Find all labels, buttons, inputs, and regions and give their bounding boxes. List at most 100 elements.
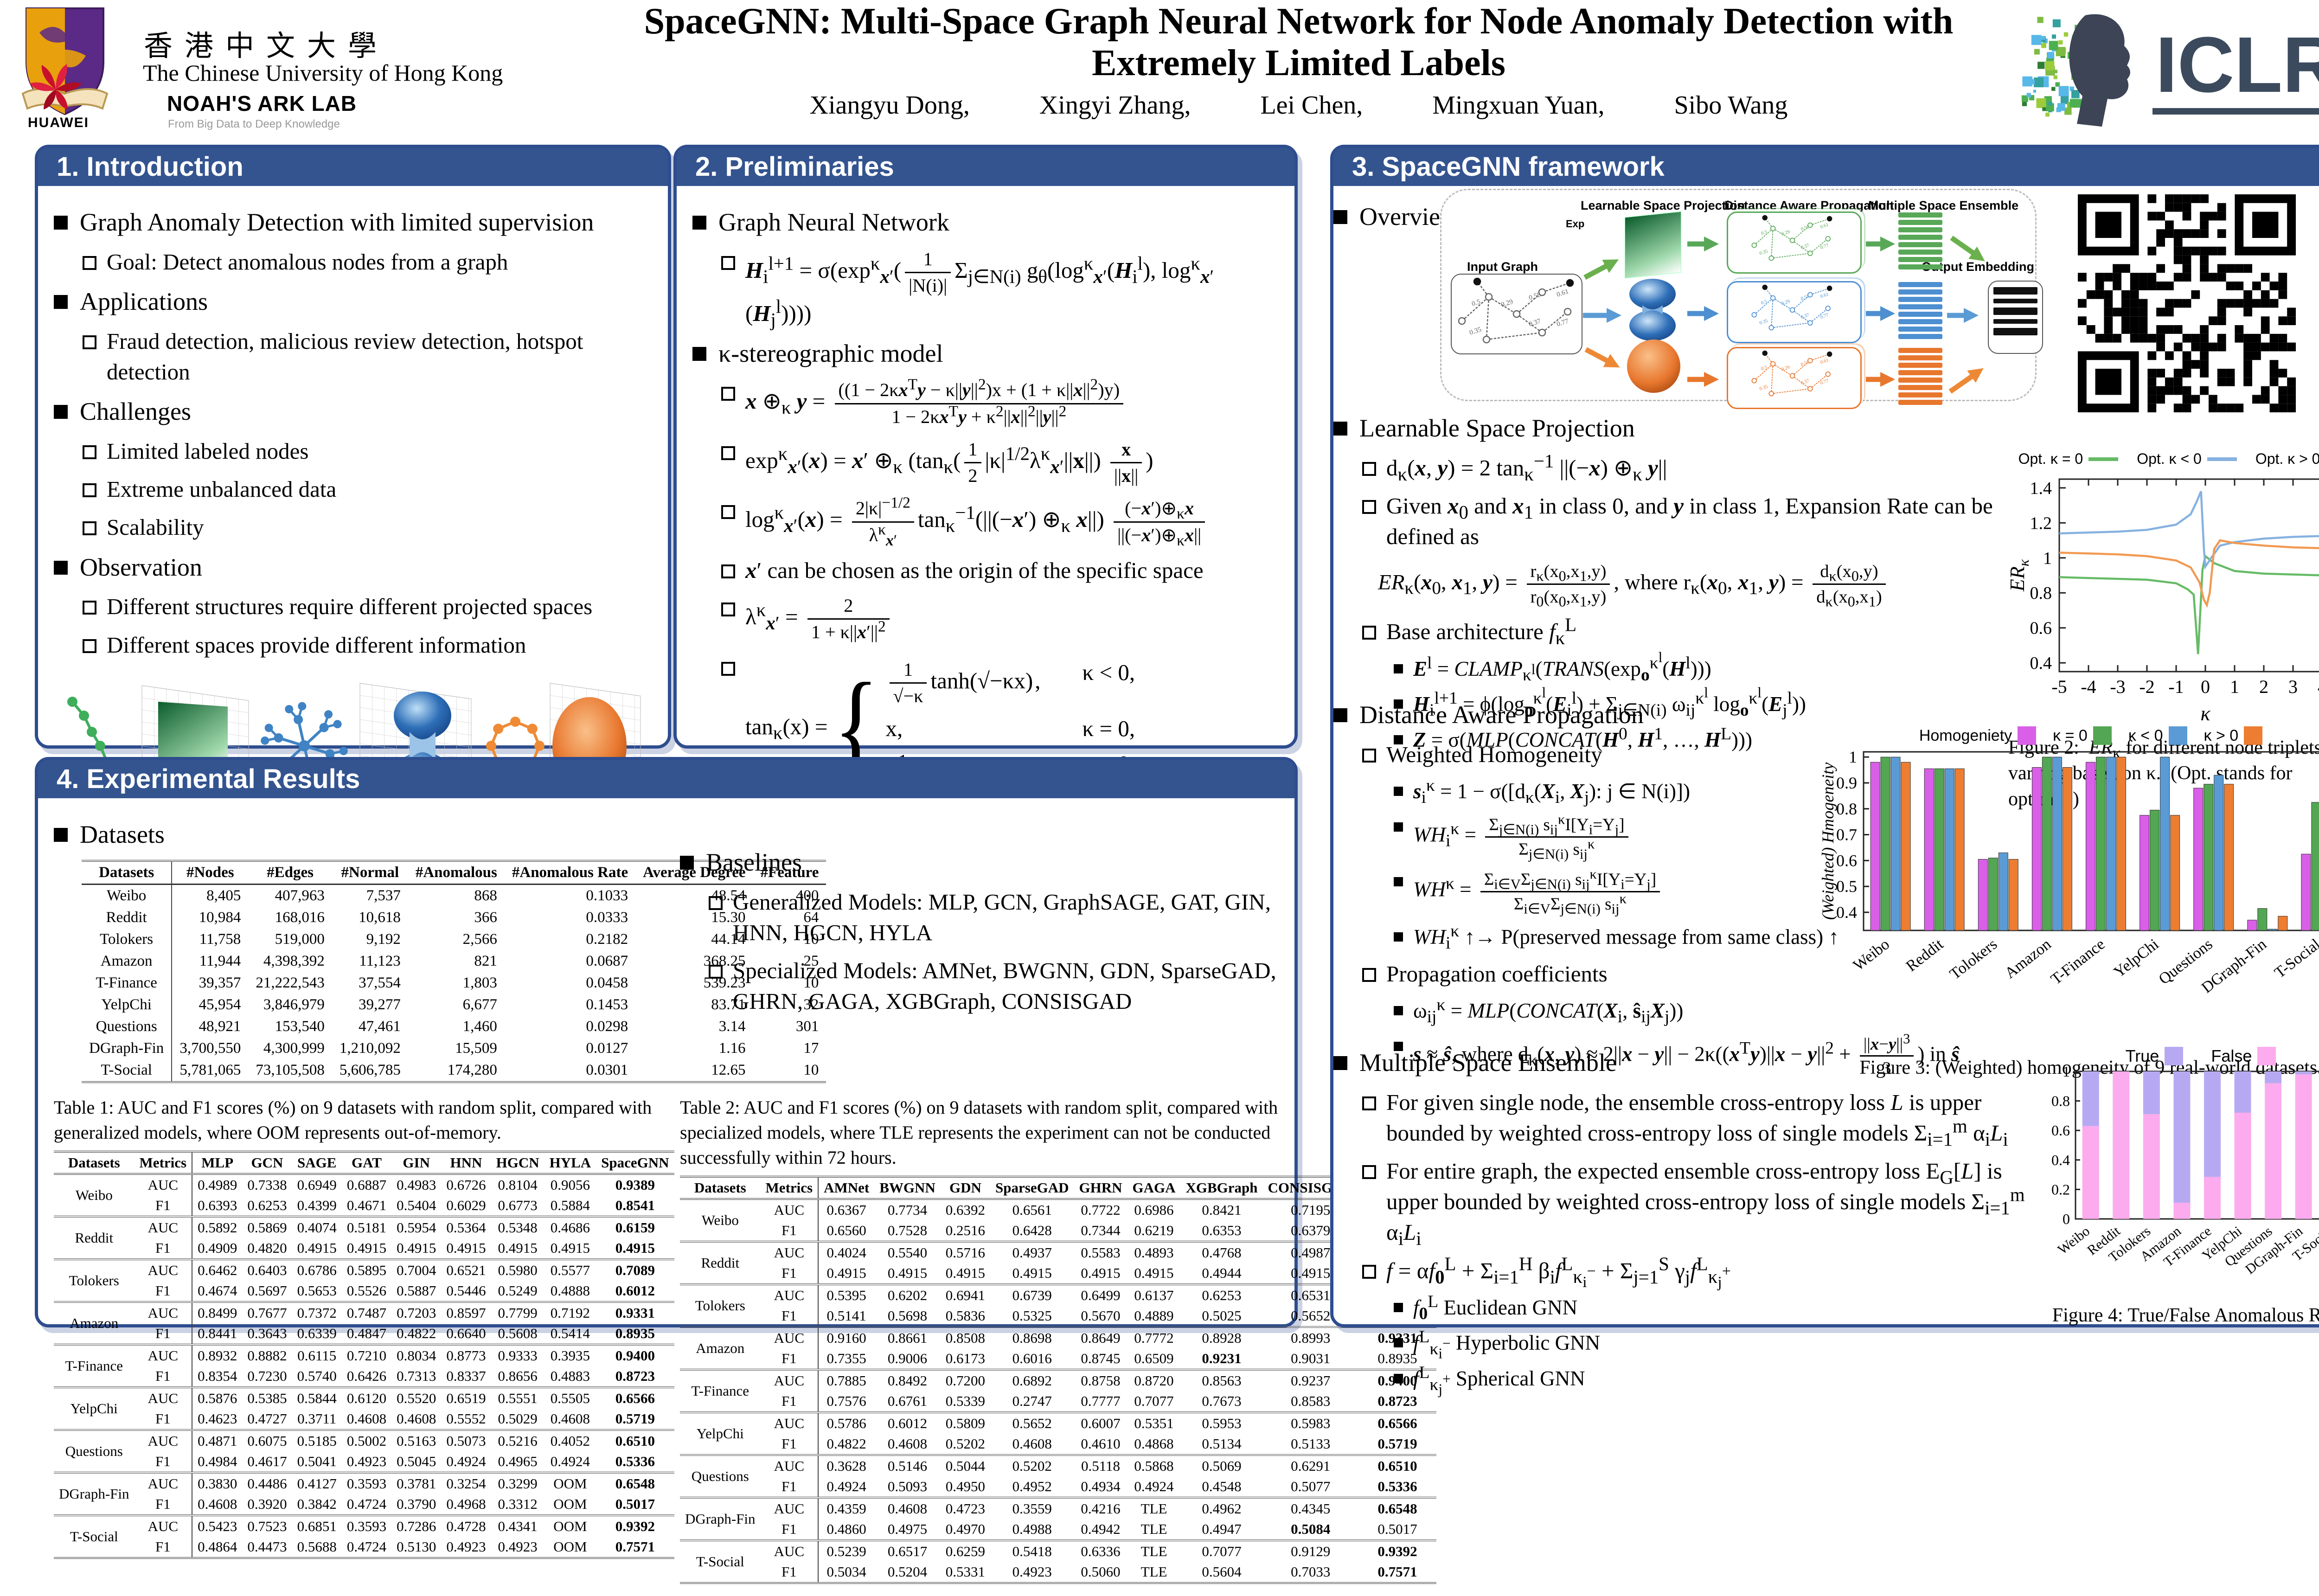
legend-entry: Opt. κ > 0 [2255, 450, 2319, 468]
table-cell: Questions [82, 1015, 173, 1038]
value-cell: 0.8337 [446, 1367, 486, 1384]
title-block: SpaceGNN: Multi-Space Graph Neural Netwo… [584, 1, 2013, 120]
metric-cell: AUC [134, 1471, 193, 1494]
bullet-text: Weighted Homogeneity [1386, 741, 1602, 767]
table-row: DGraph-Fin AUC 0.4359 0.4608 0.4723 0.3559 0.4… [680, 1496, 1437, 1540]
svg-text:0.6: 0.6 [1836, 851, 1857, 870]
table-cell: 2,566 [462, 930, 497, 948]
value-cell: 0.4686 [544, 1215, 596, 1238]
value-cell: 0.6509 [1134, 1350, 1174, 1366]
dataset-name-cell: DGraph-Fin [680, 1496, 761, 1540]
bullet-text: Hil+1 = σ(expκx′(1 |N(i)| Σj∈N(i) gθ(logκx… [745, 248, 1214, 331]
value-cell: 0.9231 [1202, 1350, 1242, 1366]
value-cell: 0.5249 [498, 1282, 538, 1299]
value-cell: 0.3643 [247, 1325, 287, 1341]
datasets-table-head: Datasets #Nodes #Edges #Normal #Anomalous #An… [82, 860, 826, 885]
table-row: YelpChi AUC 0.5786 0.6012 0.5809 0.5652 0.6007… [680, 1411, 1437, 1455]
metric-cell: F1 [760, 1476, 819, 1498]
value-cell: 0.5418 [990, 1539, 1074, 1562]
table-row: T-Social 5,781,065 73,105,508 5,606,785 174,… [82, 1059, 826, 1082]
bullet-item: x′ can be chosen as the origin of the sp… [721, 555, 1279, 586]
bullet-marker-icon [83, 639, 96, 653]
svg-text:κ: κ [2200, 702, 2210, 725]
bullet-text: logκx′(x) = 2|κ|−1/2 λκx′ tanκ−1(||(−x′) ⊕… [745, 495, 1209, 548]
bullet-item: Hil+1 = ϕ(logoκl(Eil) + Σj∈N(i) ωijκl lo… [1394, 686, 2015, 719]
dataset-name-cell: Tolokers [680, 1283, 761, 1327]
svg-text:1.4: 1.4 [2030, 479, 2052, 498]
value-cell: 0.5583 [1074, 1240, 1127, 1263]
author-name: Lei Chen, [1260, 91, 1363, 120]
results-table-body: Weibo AUC 0.4989 0.7338 0.6949 0.6887 0.4983 0.… [54, 1173, 674, 1558]
value-cell: 0.8698 [990, 1326, 1074, 1348]
author-name: Xiangyu Dong, [809, 91, 970, 120]
propagation-box: 0.5 0.35 0.29 0.58 0.37 0.61 0.77 [1727, 212, 1862, 274]
value-cell: 0.9160 [818, 1326, 875, 1348]
value-cell: 0.7576 [826, 1392, 866, 1409]
dataset-name-cell: Questions [54, 1429, 135, 1473]
legend-swatch-icon [2168, 726, 2187, 745]
bullet-text: f = αf0L + Σi=1H βifLκi− + Σj=1S γjfLκj+ [1386, 1253, 1731, 1291]
legend-entry: κ < 0 [2128, 726, 2187, 745]
svg-text:0.6: 0.6 [2051, 1122, 2070, 1139]
panel-introduction: 1. Introduction Graph Anomaly Detection … [35, 145, 671, 921]
column-header: #Anomalous [408, 860, 505, 885]
value-cell: 0.6462 [192, 1258, 243, 1281]
value-cell: 0.3299 [491, 1471, 545, 1494]
table-row: Questions AUC 0.3628 0.5146 0.5044 0.5202 0.51… [680, 1454, 1437, 1498]
value-cell: 0.6892 [990, 1368, 1074, 1391]
value-cell: 0.4888 [550, 1282, 590, 1299]
table-cell: 10 [803, 974, 819, 991]
value-cell: 0.5719 [615, 1410, 655, 1427]
bullet-text: For given single node, the ensemble cros… [1386, 1089, 2008, 1150]
dataset-name-cell: Reddit [54, 1215, 135, 1259]
table-row: F1 0.4608 0.3920 0.3842 0.4724 0.3790 0.4968 0.… [54, 1493, 674, 1515]
table-row: Datasets Metrics AMNet BWGNN GDN SparseGAD GHR… [680, 1176, 1437, 1200]
table-cell: 0.0301 [586, 1061, 628, 1078]
bullet-item: ERκ(x0, x1, y) = rκ(x0,x1,y) r0(x0,x1,y),… [1378, 559, 2015, 609]
table-row: T-Social AUC 0.5423 0.7523 0.6851 0.3593 0.728… [54, 1514, 674, 1558]
spherical-sphere-icon [1627, 340, 1680, 393]
cuhk-name-english: The Chinese University of Hong Kong [143, 60, 503, 86]
bullet-marker-icon [709, 965, 723, 979]
metric-cell: AUC [760, 1198, 819, 1220]
value-cell: 0.5836 [945, 1307, 986, 1324]
bullet-text: Base architecture fκL [1386, 615, 1577, 649]
bullet-marker-icon [1362, 748, 1376, 763]
svg-text:0.5: 0.5 [1761, 299, 1768, 306]
value-cell: 0.6426 [346, 1367, 387, 1384]
column-header: Datasets [54, 1151, 135, 1175]
svg-text:0.5: 0.5 [1836, 877, 1857, 896]
value-cell: 0.5041 [297, 1453, 337, 1469]
value-cell: 0.4915 [826, 1264, 866, 1281]
value-cell: 0.8758 [1074, 1368, 1127, 1391]
embedding-bars [1898, 282, 1942, 339]
table-cell: T-Finance [82, 972, 173, 994]
legend-swatch-icon [2244, 726, 2263, 745]
value-cell: 0.5404 [397, 1197, 436, 1213]
bullet-item: Scalability [83, 512, 652, 543]
value-cell: 0.6075 [242, 1429, 292, 1451]
value-cell: 0.7089 [596, 1258, 674, 1281]
baselines-block: Baselines Generalized Models: MLP, GCN, … [680, 810, 1311, 1083]
bullet-text: Graph Anomaly Detection with limited sup… [80, 208, 594, 236]
svg-text:1.2: 1.2 [2030, 513, 2052, 533]
value-cell: 0.4608 [550, 1410, 590, 1427]
metric-cell: F1 [760, 1391, 819, 1412]
svg-text:1: 1 [2063, 1066, 2070, 1080]
value-cell: 0.5364 [441, 1215, 491, 1238]
value-cell: 0.5887 [397, 1282, 436, 1299]
metric-cell: F1 [134, 1493, 193, 1515]
bullet-marker-icon [83, 483, 96, 498]
value-cell: 0.6510 [1358, 1454, 1437, 1476]
value-cell: 0.5077 [1291, 1478, 1331, 1494]
value-cell: 0.5716 [940, 1240, 991, 1263]
value-cell: 0.5688 [297, 1538, 337, 1555]
value-cell: OOM [544, 1514, 596, 1537]
bullet-item: For entire graph, the expected ensemble … [1362, 1156, 2029, 1248]
value-cell: 0.4915 [887, 1264, 928, 1281]
table-cell: Tolokers [82, 928, 173, 950]
dataset-name-cell: Questions [680, 1454, 761, 1498]
value-cell: 0.5719 [1377, 1435, 1417, 1452]
svg-text:-3: -3 [2110, 676, 2125, 697]
dataset-name-cell: T-Finance [680, 1368, 761, 1412]
